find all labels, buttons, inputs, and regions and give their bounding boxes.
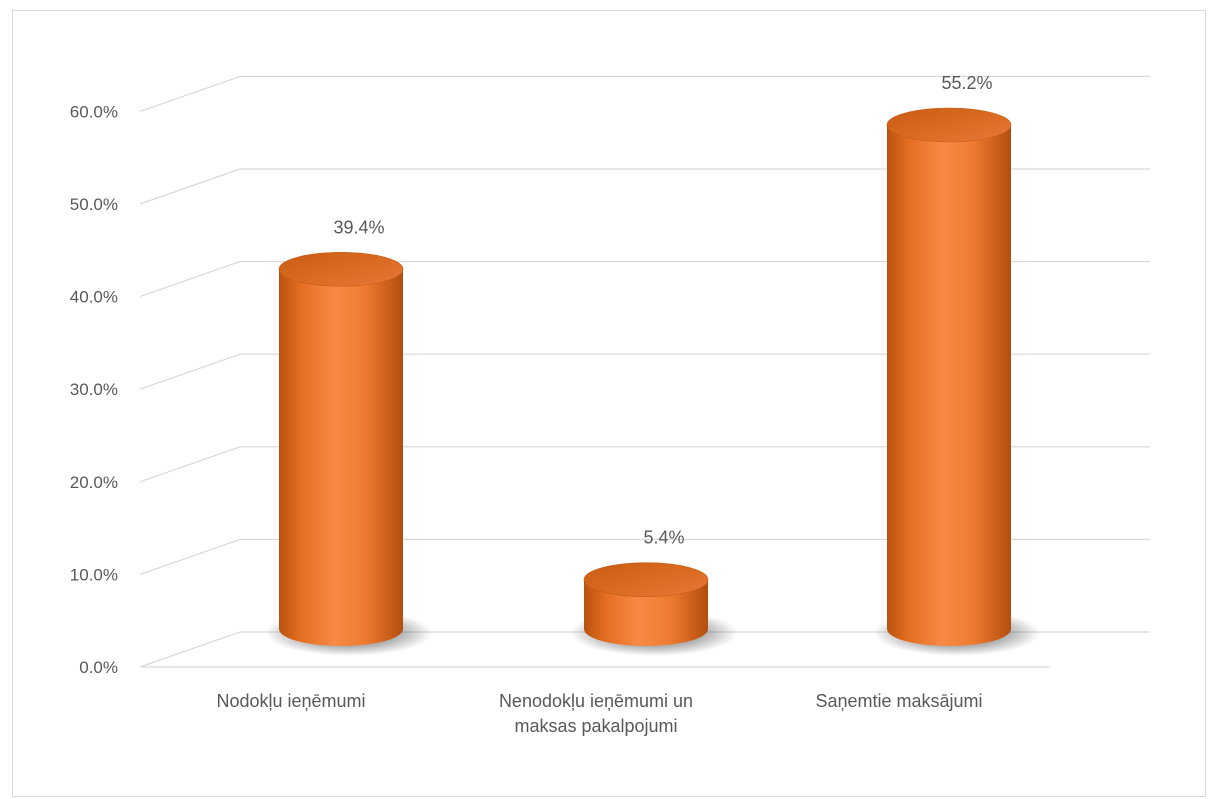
y-tick-label: 40.0% — [70, 288, 118, 307]
bars — [265, 107, 1041, 656]
x-tick-label: Nodokļu ieņēmumi — [216, 691, 365, 711]
x-tick-label: Saņemtie maksājumi — [815, 691, 982, 711]
gridline-side — [139, 75, 241, 112]
y-tick-label: 0.0% — [79, 658, 118, 677]
data-label: 55.2% — [941, 73, 992, 93]
y-tick-label: 10.0% — [70, 565, 118, 584]
bar — [873, 107, 1041, 656]
y-tick-label: 60.0% — [70, 102, 118, 121]
gridline-side — [139, 631, 241, 668]
data-label: 39.4% — [333, 217, 384, 237]
x-tick-label: Nenodokļu ieņēmumi un maksas pakalpojumi — [499, 691, 693, 736]
gridline-side — [139, 446, 241, 483]
bar-top — [886, 107, 1012, 143]
bar-top — [583, 562, 709, 597]
gridline-side — [139, 353, 241, 390]
bar-body — [887, 125, 1011, 646]
y-axis: 0.0% 10.0% 20.0% 30.0% 40.0% 50.0% 60.0% — [70, 102, 118, 677]
data-label: 5.4% — [643, 528, 684, 548]
bar — [570, 562, 738, 656]
bar-top — [278, 251, 404, 287]
x-axis: Nodokļu ieņēmumi Nenodokļu ieņēmumi un mak… — [216, 691, 982, 736]
gridline-side — [139, 538, 241, 575]
y-tick-label: 20.0% — [70, 473, 118, 492]
y-tick-label: 50.0% — [70, 195, 118, 214]
gridline-side — [139, 261, 241, 298]
bar-body — [584, 579, 708, 646]
data-labels: 39.4% 5.4% 55.2% — [333, 73, 992, 548]
gridline-side — [139, 168, 241, 205]
bar — [265, 251, 433, 656]
y-tick-label: 30.0% — [70, 380, 118, 399]
bar-body — [279, 269, 403, 646]
